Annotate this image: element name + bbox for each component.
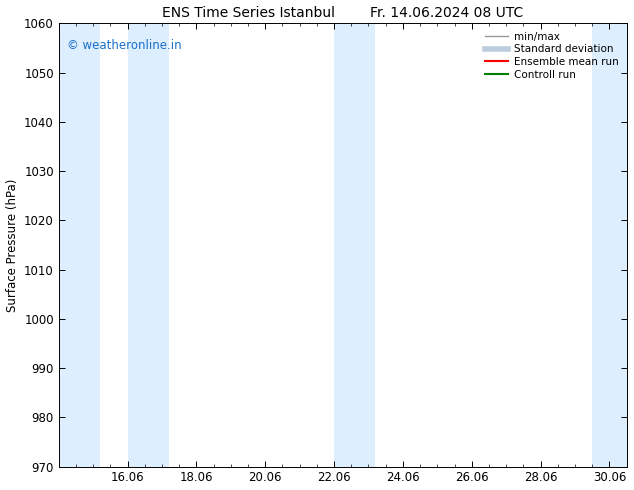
Bar: [334, 24, 375, 466]
Title: ENS Time Series Istanbul        Fr. 14.06.2024 08 UTC: ENS Time Series Istanbul Fr. 14.06.2024 …: [162, 5, 523, 20]
Y-axis label: Surface Pressure (hPa): Surface Pressure (hPa): [6, 178, 18, 312]
Legend: min/max, Standard deviation, Ensemble mean run, Controll run: min/max, Standard deviation, Ensemble me…: [482, 29, 621, 83]
Bar: [127, 24, 169, 466]
Bar: [592, 24, 626, 466]
Bar: [59, 24, 100, 466]
Text: © weatheronline.in: © weatheronline.in: [67, 39, 182, 52]
